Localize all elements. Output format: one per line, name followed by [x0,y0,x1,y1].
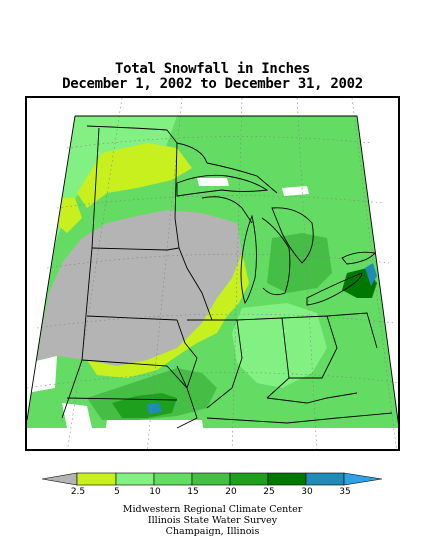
lake-michigan [240,214,257,304]
legend-tick-label: 35 [339,487,351,497]
region-upper-michigan [177,193,262,223]
outside-domain-top [75,98,357,116]
region-erie-blue [365,263,377,286]
lake-superior [176,174,269,197]
legend-swatch-15-20 [191,472,231,486]
legend-tick-label: 25 [263,487,275,497]
legend-swatch-25-30 [267,472,307,486]
lake-erie [306,272,363,306]
color-legend [41,472,383,486]
snowfall-map [25,96,400,451]
outside-domain-bottom [27,428,398,449]
legend-swatch-2.5-5 [76,472,117,486]
region-plains-grey [37,210,242,366]
region-north-yellow [77,143,192,208]
no-data-north-1 [197,178,229,186]
political-borders [27,115,398,429]
map-title: Total Snowfall in Inches [114,61,311,77]
michigan-lower-peninsula [261,217,291,296]
credit-organization: Midwestern Regional Climate Center [122,504,303,515]
legend-tick-label: 15 [187,487,199,497]
graticule [27,98,398,449]
map-date-range: December 1, 2002 to December 31, 2002 [62,76,363,92]
region-grey-margin-yellow [87,253,249,378]
legend-swatch-20-25 [229,472,269,486]
region-central-light [232,303,327,388]
legend-swatch-below-2.5 [41,472,78,486]
lake-huron [271,207,314,264]
legend-swatch-above-35 [343,472,383,486]
outside-domain-right [357,98,398,421]
legend-swatch-5-10 [115,472,155,486]
no-data-south-1 [62,403,92,428]
legend-tick-label: 5 [114,487,120,497]
great-lakes [176,174,376,306]
legend-tick-label: 20 [225,487,237,497]
credit-survey: Illinois State Water Survey [147,515,278,526]
legend-tick-label: 30 [301,487,313,497]
legend-tick-label: 10 [149,487,161,497]
region-south-blue [147,403,162,414]
credit-location: Champaign, Illinois [165,526,260,537]
region-west-yellow [55,198,82,233]
legend-swatch-30-35 [305,472,345,486]
region-michigan-darker [267,233,332,293]
legend-swatch-10-15 [153,472,193,486]
legend-tick-label: 2.5 [70,487,86,497]
outside-domain-left [27,98,75,420]
lake-ontario [341,251,376,265]
